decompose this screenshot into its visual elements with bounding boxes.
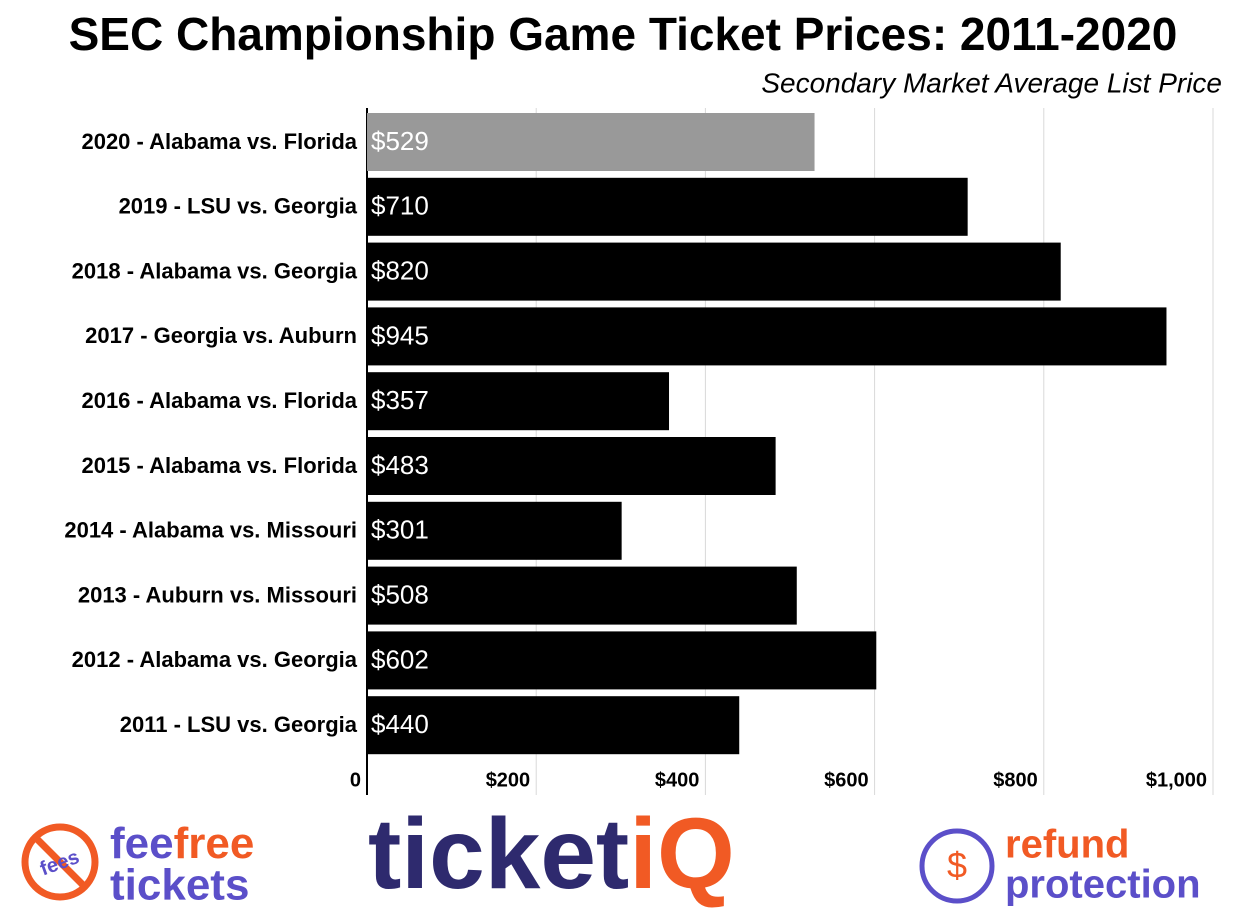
logo-part: ticket [368,798,629,910]
logo-text: feefree [110,819,254,868]
x-tick-label: $200 [486,769,531,791]
bar [367,566,797,625]
y-tick-label: 2019 - LSU vs. Georgia [119,194,358,219]
y-tick-label: 2020 - Alabama vs. Florida [81,129,357,154]
refund-logo: $ refund protection [919,823,1201,907]
bar [367,437,776,495]
x-tick-label: 0 [350,769,361,791]
plot: 0 $200 $400 $600 $800 $1,000 2020 - Alabama vs… [64,108,1214,795]
value-label: $945 [371,320,429,350]
chart-title: SEC Championship Game Ticket Prices: 201… [69,8,1178,60]
y-tick-label: 2011 - LSU vs. Georgia [120,712,358,737]
y-tick-label: 2013 - Auburn vs. Missouri [78,582,357,607]
bar [367,307,1167,366]
bar [367,242,1061,301]
logo-part: iQ [629,798,735,910]
logo-text: tickets [110,861,249,910]
x-tick-label: $600 [824,769,869,791]
value-label: $602 [371,644,429,674]
ticketiq-logo: ticketiQ [368,798,735,910]
x-tick-label: $1,000 [1146,769,1207,791]
value-label: $440 [371,709,429,739]
x-tick-label: $400 [655,769,700,791]
icon: $ [947,845,967,886]
y-tick-label: 2017 - Georgia vs. Auburn [85,323,357,348]
value-label: $529 [371,126,429,156]
icon [21,823,99,901]
value-label: $301 [371,515,429,545]
bar [367,696,740,755]
icon [919,828,995,904]
bar [367,177,968,236]
logo-part: free [174,819,255,868]
y-tick-label: 2015 - Alabama vs. Florida [81,453,357,478]
logo-part: fee [110,819,174,868]
value-label: $820 [371,255,429,285]
y-tick-label: 2014 - Alabama vs. Missouri [64,518,357,543]
y-tick-label: 2016 - Alabama vs. Florida [81,388,357,413]
bar [367,372,670,431]
logo-text: refund [1005,823,1129,867]
fee-free-logo: fees feefree tickets [21,819,254,910]
logo-text: protection [1005,863,1201,907]
bar [367,113,815,171]
chart-subtitle: Secondary Market Average List Price [761,67,1222,98]
y-tick-label: 2018 - Alabama vs. Georgia [72,258,358,283]
bar [367,501,622,560]
logo-text: ticketiQ [368,798,735,910]
x-tick-label: $800 [993,769,1038,791]
icon [32,834,88,890]
value-label: $357 [371,385,429,415]
value-label: $483 [371,450,429,480]
y-tick-label: 2012 - Alabama vs. Georgia [72,647,358,672]
value-label: $710 [371,191,429,221]
value-label: $508 [371,579,429,609]
bar [367,631,877,690]
